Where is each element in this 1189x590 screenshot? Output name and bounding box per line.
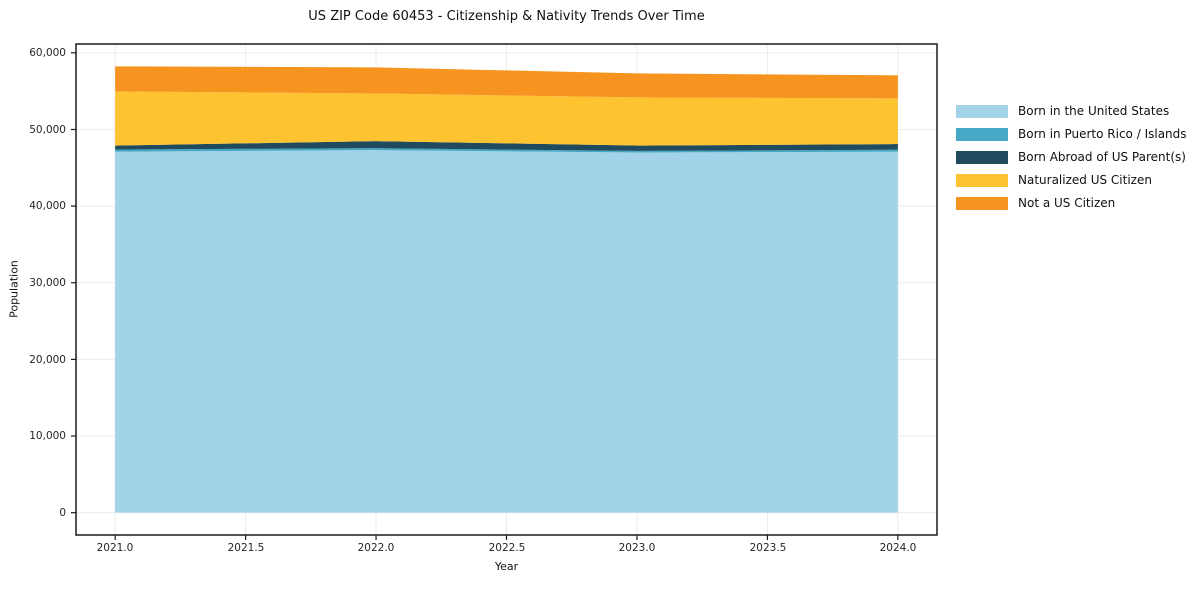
ytick-label: 10,000 xyxy=(29,430,66,442)
legend: Born in the United States Born in Puerto… xyxy=(956,105,1187,220)
chart-title: US ZIP Code 60453 - Citizenship & Nativi… xyxy=(308,9,705,24)
ytick-label: 20,000 xyxy=(29,354,66,366)
ytick-label: 40,000 xyxy=(29,200,66,212)
ytick-label: 50,000 xyxy=(29,124,66,136)
area-layer xyxy=(115,66,898,513)
legend-swatch xyxy=(956,197,1008,210)
legend-item: Born in the United States xyxy=(956,105,1187,118)
xtick-label: 2023.0 xyxy=(618,542,656,554)
legend-item: Not a US Citizen xyxy=(956,197,1187,210)
legend-label: Not a US Citizen xyxy=(1018,196,1116,210)
ytick-label: 0 xyxy=(59,507,66,519)
legend-swatch xyxy=(956,174,1008,187)
ytick-label: 30,000 xyxy=(29,277,66,289)
ytick-label: 60,000 xyxy=(29,47,66,59)
xtick-label: 2024.0 xyxy=(879,542,917,554)
legend-item: Born in Puerto Rico / Islands xyxy=(956,128,1187,141)
legend-label: Naturalized US Citizen xyxy=(1018,173,1152,187)
legend-item: Naturalized US Citizen xyxy=(956,174,1187,187)
xtick-label: 2022.0 xyxy=(357,542,395,554)
axis-layer xyxy=(71,43,938,540)
xtick-label: 2023.5 xyxy=(749,542,787,554)
xtick-label: 2021.0 xyxy=(96,542,134,554)
legend-label: Born in Puerto Rico / Islands xyxy=(1018,127,1187,141)
legend-swatch xyxy=(956,128,1008,141)
legend-item: Born Abroad of US Parent(s) xyxy=(956,151,1187,164)
legend-swatch xyxy=(956,105,1008,118)
xtick-label: 2022.5 xyxy=(488,542,526,554)
y-axis-title: Population xyxy=(7,260,21,318)
legend-label: Born in the United States xyxy=(1018,104,1170,118)
legend-swatch xyxy=(956,151,1008,164)
legend-label: Born Abroad of US Parent(s) xyxy=(1018,150,1186,164)
x-axis-title: Year xyxy=(494,560,519,573)
xtick-label: 2021.5 xyxy=(227,542,265,554)
